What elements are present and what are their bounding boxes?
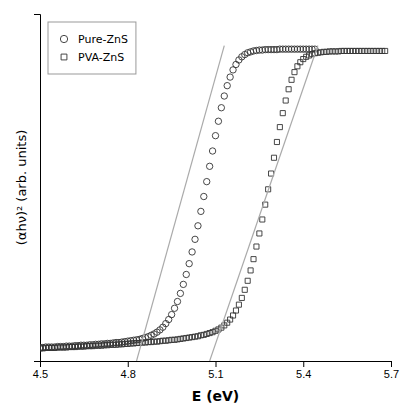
x-tick-mark [391,361,392,367]
tangent-line [137,46,225,361]
point [186,260,192,266]
point [204,178,210,184]
point [209,148,215,154]
x-tick: 5.1 [208,361,223,380]
point [280,111,285,116]
point [239,295,244,300]
point [189,249,195,255]
y-axis [34,15,41,362]
tangent-line [210,46,318,361]
plot: 4.5 4.8 5.1 5.4 5.7 Pure-ZnS PVA-ZnS [33,15,399,380]
point [292,70,297,75]
x-tick-label: 4.5 [33,368,48,380]
x-tick-mark [216,361,217,367]
x-axis-title: E (eV) [192,388,240,404]
x-axis-line [41,362,392,368]
point [236,302,241,307]
point [171,305,177,311]
point [233,61,239,67]
series [40,48,388,351]
point [201,193,207,199]
legend-label: Pure-ZnS [78,33,128,46]
point [251,257,256,262]
point [221,93,227,99]
point [192,236,198,242]
x-axis: 4.5 4.8 5.1 5.4 5.7 [33,361,399,380]
x-tick: 4.8 [121,361,136,380]
point [212,132,218,138]
point [242,287,247,292]
point [168,311,174,317]
point [174,298,180,304]
point [231,313,236,318]
point [233,308,238,313]
legend-label: PVA-ZnS [78,51,124,64]
point [180,281,186,287]
point [183,271,189,277]
point [245,278,250,283]
point [218,105,224,111]
legend: Pure-ZnS PVA-ZnS [48,22,136,74]
point [248,268,253,273]
chart: 4.5 4.8 5.1 5.4 5.7 Pure-ZnS PVA-ZnS E (eV) (αhν… [0,0,409,413]
point [254,244,259,249]
point [289,77,294,82]
legend-box [48,22,136,74]
x-tick-label: 5.1 [208,368,223,380]
point [283,98,288,103]
point [198,208,204,214]
x-tick-label: 5.4 [296,368,311,380]
point [277,125,282,130]
legend-symbol [60,35,67,42]
x-tick-label: 5.7 [384,368,399,380]
point [224,82,230,88]
series [40,46,318,351]
point [227,74,233,80]
point [260,217,265,222]
x-tick-mark [303,361,304,367]
point [257,231,262,236]
x-tick-label: 4.8 [121,368,136,380]
point [286,87,291,92]
point [274,139,279,144]
marks [40,46,388,361]
point [177,290,183,296]
y-axis-line [34,15,41,362]
x-tick: 5.4 [296,361,311,380]
point [383,48,388,53]
y-axis-title: (αhν)² (arb. units) [14,130,29,246]
point [206,163,212,169]
x-tick: 5.7 [384,361,399,380]
point [195,223,201,229]
x-tick: 4.5 [33,361,48,380]
point [215,118,221,124]
legend-symbol [61,54,67,60]
x-tick-mark [128,361,129,367]
point [271,155,276,160]
